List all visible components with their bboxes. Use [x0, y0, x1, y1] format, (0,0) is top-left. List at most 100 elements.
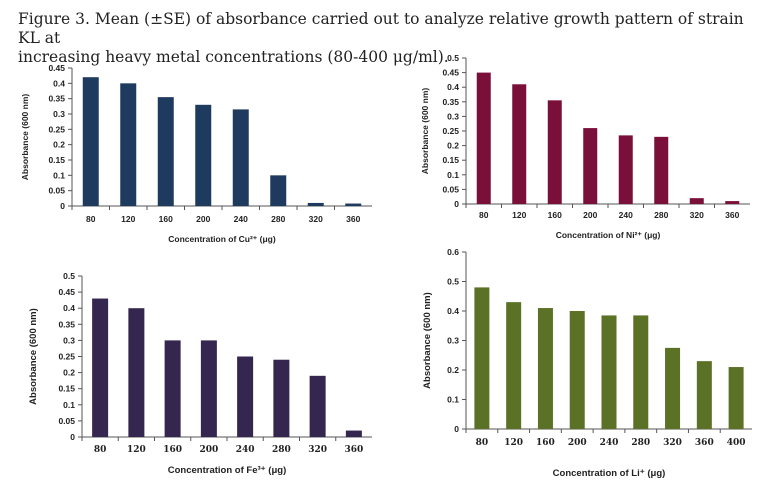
- x-tick-label: 160: [536, 438, 555, 448]
- bar-280: [270, 175, 287, 206]
- y-tick-label: 0.35: [48, 94, 65, 104]
- y-tick-label: 0.45: [48, 63, 65, 73]
- y-tick-label: 0.25: [58, 352, 75, 362]
- x-tick-label: 80: [94, 445, 107, 455]
- y-tick-label: 0.4: [447, 82, 459, 92]
- y-tick-label: 0.25: [442, 126, 459, 136]
- x-tick-label: 280: [654, 210, 668, 220]
- bar-160: [547, 100, 562, 204]
- x-axis-title: Concentration of Ni²⁺ (μg): [556, 230, 661, 240]
- bar-280: [633, 315, 649, 429]
- y-tick-label: 0.2: [447, 141, 459, 151]
- x-tick-label: 200: [583, 210, 597, 220]
- x-tick-label: 240: [234, 214, 248, 224]
- y-tick-label: 0.5: [447, 53, 459, 63]
- x-tick-label: 200: [568, 438, 587, 448]
- y-tick-label: 0.2: [63, 368, 75, 378]
- y-tick-label: 0.1: [447, 395, 459, 405]
- y-tick-label: 0.3: [447, 336, 459, 346]
- bar-240: [237, 356, 254, 437]
- bar-360: [725, 201, 740, 204]
- y-tick-label: 0.05: [58, 416, 75, 426]
- x-tick-label: 120: [121, 214, 135, 224]
- bar-280: [273, 359, 290, 437]
- y-tick-label: 0.05: [48, 186, 65, 196]
- caption-line-2: increasing heavy metal concentrations (8…: [18, 48, 449, 66]
- y-tick-label: 0: [454, 424, 459, 434]
- y-tick-label: 0.15: [442, 155, 459, 165]
- x-axis-title: Concentration of Li⁺ (μg): [553, 468, 666, 479]
- y-tick-label: 0.3: [447, 111, 459, 121]
- y-axis-title: Absorbance (600 nm): [28, 308, 39, 405]
- y-tick-label: 0.4: [63, 303, 75, 313]
- bar-160: [157, 97, 174, 206]
- x-tick-label: 120: [127, 445, 146, 455]
- x-tick-label: 80: [86, 214, 96, 224]
- x-tick-label: 240: [236, 445, 255, 455]
- y-tick-label: 0.35: [58, 319, 75, 329]
- y-tick-label: 0.1: [63, 400, 75, 410]
- bar-120: [128, 308, 145, 437]
- bar-120: [512, 84, 527, 204]
- x-tick-label: 280: [272, 445, 291, 455]
- y-tick-label: 0.25: [48, 124, 65, 134]
- x-tick-label: 360: [344, 445, 363, 455]
- figure-caption: Figure 3. Mean (±SE) of absorbance carri…: [18, 10, 758, 67]
- chart-nickel-absorbance: 0 0.05 0.1 0.15 0.2 0.25 0.3 0.35 0.4 0.45 0.5 80 12…: [420, 53, 750, 240]
- bar-320: [665, 347, 681, 429]
- y-tick-label: 0.5: [447, 277, 459, 287]
- y-tick-label: 0: [60, 201, 65, 211]
- y-tick-label: 0.1: [53, 170, 65, 180]
- x-tick-label: 320: [308, 445, 327, 455]
- x-axis-title: Concentration of Cu²⁺ (μg): [168, 234, 276, 244]
- x-tick-label: 80: [476, 438, 489, 448]
- y-tick-label: 0.3: [53, 109, 65, 119]
- y-tick-label: 0.05: [442, 184, 459, 194]
- y-tick-label: 0.45: [442, 68, 459, 78]
- bar-80: [474, 287, 490, 429]
- x-tick-label: 160: [163, 445, 182, 455]
- x-tick-label: 360: [346, 214, 360, 224]
- x-tick-label: 360: [725, 210, 739, 220]
- y-tick-label: 0.2: [53, 140, 65, 150]
- y-axis-title: Absorbance (600 nm): [20, 94, 30, 181]
- x-tick-label: 200: [199, 445, 218, 455]
- bar-200: [569, 311, 585, 429]
- x-tick-label: 160: [548, 210, 562, 220]
- x-axis-title: Concentration of Fe³⁺ (μg): [168, 465, 286, 476]
- x-tick-label: 360: [695, 438, 714, 448]
- y-tick-label: 0.5: [63, 271, 75, 281]
- x-tick-label: 160: [159, 214, 173, 224]
- bar-240: [232, 109, 249, 206]
- x-tick-label: 320: [690, 210, 704, 220]
- bar-320: [689, 198, 704, 204]
- bar-80: [476, 72, 491, 204]
- x-tick-label: 200: [196, 214, 210, 224]
- y-tick-label: 0.15: [48, 155, 65, 165]
- bar-360: [696, 361, 712, 429]
- y-tick-label: 0: [454, 199, 459, 209]
- y-tick-label: 0.3: [63, 335, 75, 345]
- y-tick-label: 0.45: [58, 287, 75, 297]
- bar-200: [583, 128, 598, 204]
- y-tick-label: 0.2: [447, 365, 459, 375]
- y-axis-title: Absorbance (600 nm): [420, 88, 430, 175]
- x-tick-label: 80: [479, 210, 489, 220]
- y-tick-label: 0.4: [53, 78, 65, 88]
- bar-120: [506, 302, 522, 429]
- bar-120: [120, 83, 137, 206]
- x-tick-label: 120: [512, 210, 526, 220]
- bar-200: [200, 340, 217, 437]
- y-tick-label: 0: [70, 432, 75, 442]
- y-tick-label: 0.4: [447, 306, 459, 316]
- x-tick-label: 400: [727, 438, 746, 448]
- bar-240: [601, 315, 617, 429]
- x-tick-label: 280: [631, 438, 650, 448]
- x-tick-label: 280: [271, 214, 285, 224]
- bar-280: [654, 136, 669, 204]
- bar-320: [307, 202, 324, 206]
- chart-copper-absorbance: 0 0.05 0.1 0.15 0.2 0.25 0.3 0.35 0.4 0.45 80 120 16…: [20, 63, 372, 244]
- x-tick-label: 320: [309, 214, 323, 224]
- bar-200: [195, 104, 212, 206]
- x-tick-label: 320: [663, 438, 682, 448]
